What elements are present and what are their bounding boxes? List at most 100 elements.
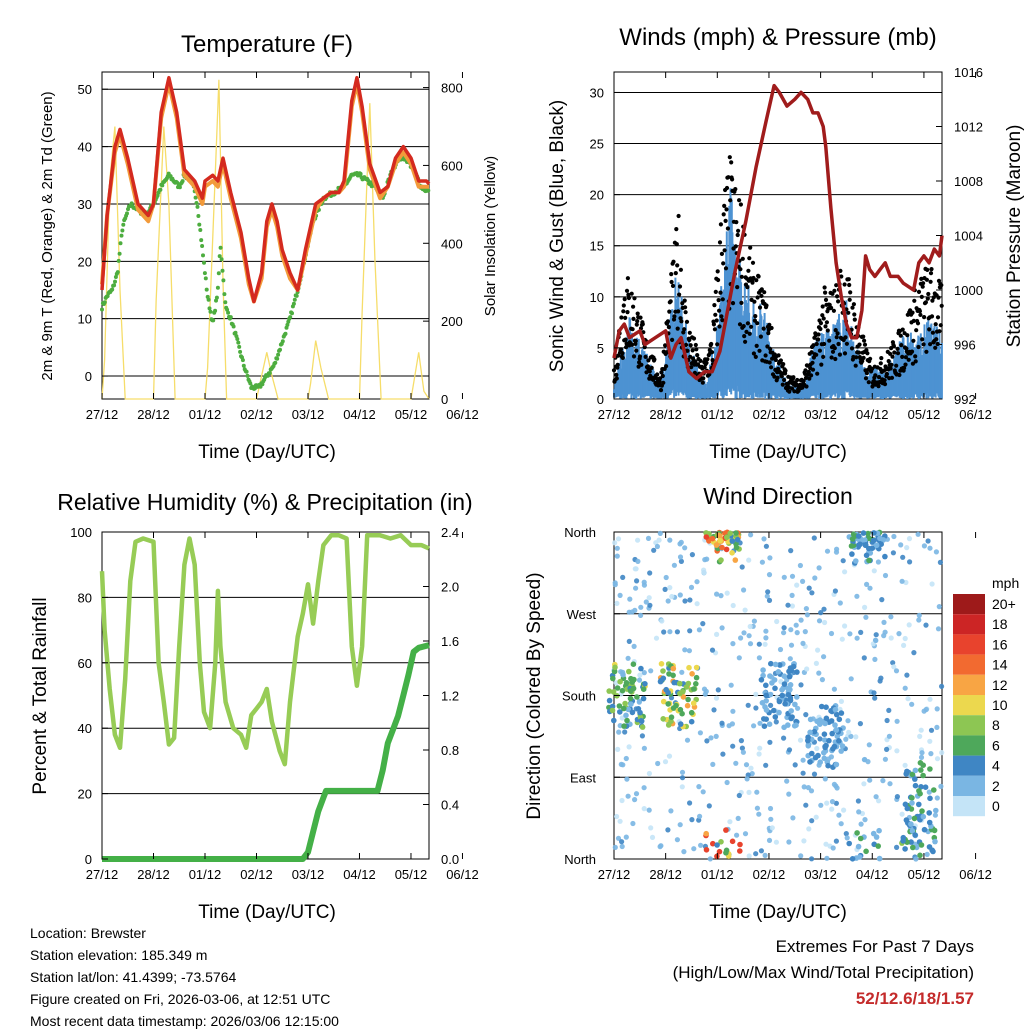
direction-point (927, 766, 933, 772)
direction-point (665, 598, 671, 604)
direction-point (774, 618, 780, 625)
gust-point (635, 311, 640, 316)
gust-point (882, 382, 888, 387)
direction-point (934, 724, 940, 731)
direction-point (670, 672, 676, 679)
gust-point (821, 354, 826, 359)
direction-point (920, 772, 926, 779)
dewpoint-point (194, 201, 199, 205)
direction-point (829, 806, 835, 812)
gust-point (739, 274, 744, 279)
gust-point (905, 333, 910, 338)
dewpoint-point (291, 301, 296, 306)
direction-tick-label: North (564, 525, 596, 540)
dewpoint-point (235, 337, 240, 341)
gust-point (719, 251, 725, 256)
gust-point (630, 327, 635, 332)
gust-point (733, 244, 738, 249)
direction-point (762, 852, 768, 859)
direction-point (781, 673, 788, 679)
gust-point (704, 360, 709, 365)
dewpoint-point (105, 294, 110, 299)
gust-point (902, 366, 907, 371)
direction-point (746, 633, 752, 639)
dewpoint-point (198, 228, 203, 232)
dewpoint-point (216, 271, 221, 276)
direction-point (934, 756, 941, 762)
gust-point (919, 294, 924, 299)
legend-label: 0 (992, 798, 1000, 814)
direction-point (855, 533, 862, 539)
direction-point (906, 622, 912, 628)
gust-point (870, 384, 875, 389)
direction-point (833, 549, 840, 555)
legend-swatch (953, 796, 985, 817)
legend-label: 8 (992, 717, 1000, 733)
direction-point (615, 746, 621, 753)
gust-point (876, 375, 882, 380)
direction-point (621, 705, 627, 712)
direction-point (629, 709, 636, 716)
winds-panel: Winds (mph) & Pressure (mb) 0 5 10 15 20 25 30… (547, 24, 1024, 463)
dewpoint-point (222, 292, 227, 297)
direction-point (771, 677, 778, 683)
gust-point (710, 358, 715, 363)
gust-point (919, 276, 924, 281)
direction-point (654, 543, 661, 550)
direction-point (676, 680, 683, 687)
direction-point (789, 603, 796, 609)
direction-point (767, 739, 773, 745)
legend-label: 14 (992, 657, 1008, 673)
gust-point (730, 301, 736, 306)
direction-point (625, 706, 632, 713)
direction-point (671, 562, 678, 568)
direction-point (764, 593, 770, 599)
gust-point (675, 263, 680, 268)
precipitation-line (102, 642, 430, 862)
gust-point (726, 175, 731, 180)
direction-point (626, 638, 632, 645)
direction-point (696, 784, 702, 790)
gust-point (888, 351, 893, 356)
direction-point (710, 761, 716, 768)
dewpoint-point (200, 244, 205, 248)
direction-point (718, 593, 724, 599)
gust-point (930, 298, 935, 303)
direction-point (918, 754, 925, 761)
direction-point (821, 755, 828, 762)
direction-point (803, 606, 810, 612)
gust-point (801, 378, 806, 383)
direction-point (894, 748, 900, 754)
gust-point (921, 342, 926, 347)
x-tick-label: 01/12 (189, 867, 222, 882)
direction-point (878, 675, 884, 681)
direction-point (748, 532, 754, 538)
gust-point (783, 368, 788, 373)
pressure-line (612, 83, 944, 381)
direction-point (620, 671, 626, 678)
direction-point (933, 549, 940, 555)
direction-point (738, 635, 744, 641)
direction-point (637, 672, 643, 678)
winds-y-title-left: Sonic Wind & Gust (Blue, Black) (547, 100, 568, 372)
direction-point (878, 541, 884, 547)
y-tick-label: 200 (441, 314, 463, 329)
direction-point (842, 623, 848, 629)
gust-point (670, 283, 676, 288)
y-tick-label: 1008 (954, 174, 983, 189)
direction-point (622, 700, 628, 707)
direction-point (703, 847, 710, 853)
direction-point (927, 696, 933, 702)
direction-point (719, 625, 725, 631)
direction-point (729, 838, 736, 845)
gust-point (678, 267, 684, 272)
gust-point (818, 321, 824, 326)
dewpoint-point (197, 222, 202, 227)
direction-point (687, 800, 693, 806)
direction-point (899, 578, 905, 584)
direction-point (727, 819, 733, 825)
speed-legend: mph 20+ 18 16 14 12 10 8 6 4 2 0 (953, 575, 1019, 817)
gust-point (614, 372, 619, 377)
gust-point (854, 355, 859, 360)
gust-point (939, 303, 944, 308)
